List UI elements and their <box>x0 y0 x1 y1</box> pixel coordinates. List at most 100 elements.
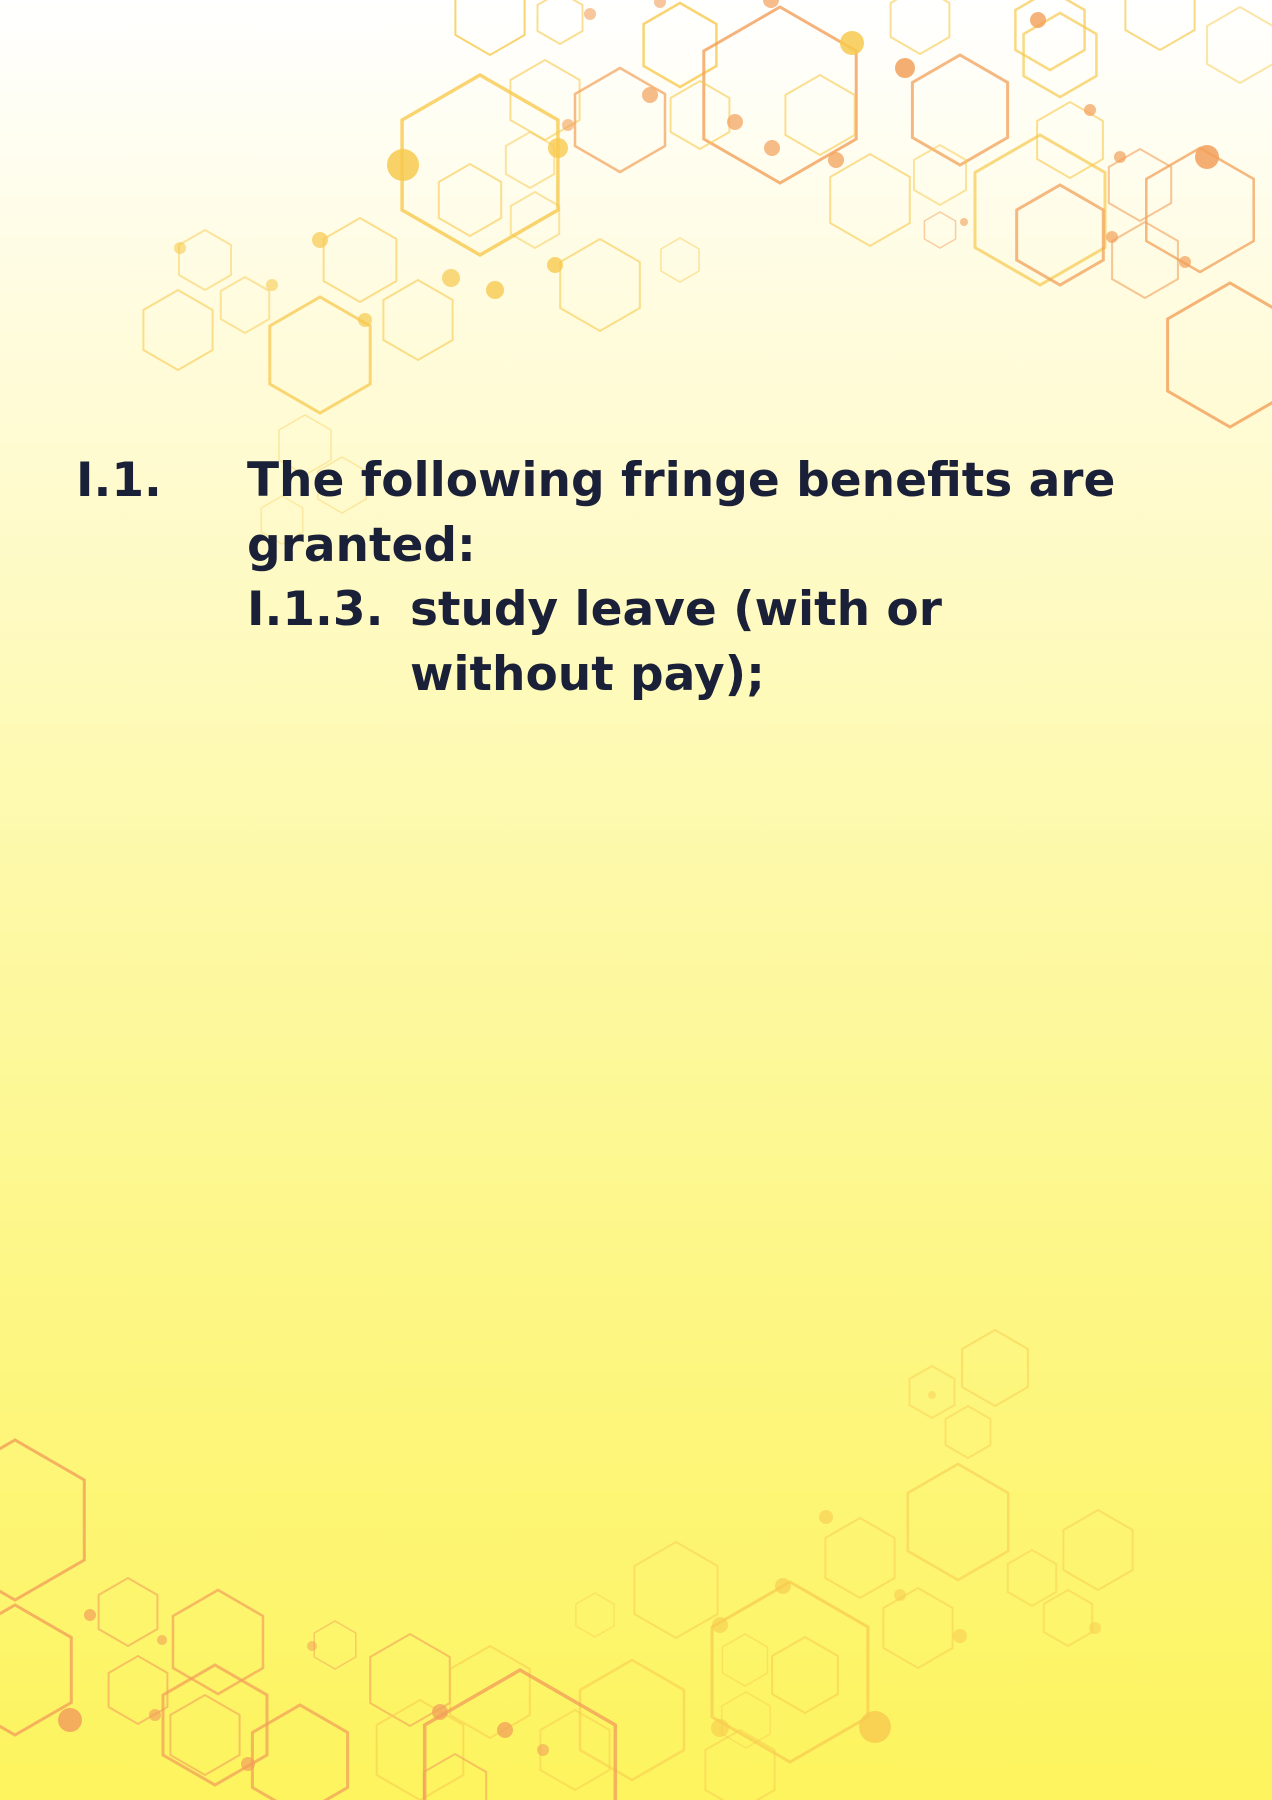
hexagon-shape <box>161 1663 269 1787</box>
hexagon-shape <box>454 0 526 57</box>
hexagon-shape <box>382 278 454 362</box>
node-dot <box>711 1719 729 1737</box>
hexagon-shape <box>721 1691 771 1749</box>
hexagon-shape <box>422 1752 488 1800</box>
node-dot <box>1089 1622 1101 1634</box>
hexagon-shape <box>784 73 856 157</box>
node-dot <box>1106 231 1118 243</box>
hexagon-shape <box>771 1635 839 1715</box>
hexagon-shape <box>1107 147 1173 223</box>
hexagon-shape <box>1166 281 1272 429</box>
node-dot <box>895 58 915 78</box>
hexagon-shape <box>721 1633 769 1687</box>
node-dot <box>642 87 658 103</box>
node-dot <box>727 114 743 130</box>
node-dot <box>387 149 419 181</box>
node-dot <box>654 0 666 8</box>
node-dot <box>584 8 596 20</box>
node-dot <box>548 138 568 158</box>
hexagon-shape <box>1014 0 1086 72</box>
hexagon-shape <box>889 0 951 56</box>
node-dot <box>58 1708 82 1732</box>
hexagon-shape <box>142 288 214 372</box>
hexagon-shape <box>702 5 858 185</box>
node-dot <box>84 1609 96 1621</box>
node-dot <box>157 1635 167 1645</box>
hexagon-shape <box>504 130 556 190</box>
hexagon-shape <box>449 1644 531 1740</box>
hexagon-shape <box>669 79 731 151</box>
hexagon-shape <box>1062 1508 1134 1592</box>
node-dot <box>763 0 779 8</box>
hexagon-shape <box>250 1703 350 1800</box>
hexagon-shape <box>536 0 584 46</box>
hexagon-shape <box>642 1 718 89</box>
node-dot <box>960 218 968 226</box>
hexagon-shape <box>704 1728 776 1800</box>
hexagon-shape <box>973 133 1107 287</box>
node-dot <box>1114 151 1126 163</box>
node-dot <box>1084 104 1096 116</box>
hexagon-shape <box>509 58 581 142</box>
hexagon-shape <box>882 1586 954 1670</box>
node-dot <box>712 1617 728 1633</box>
hexagon-shape <box>633 1540 719 1640</box>
node-dot <box>894 1589 906 1601</box>
clause-text-1-1: The following fringe benefits are grante… <box>247 453 1116 573</box>
hexagon-shape <box>910 53 1010 167</box>
hexagon-shape <box>908 1364 956 1420</box>
node-dot <box>486 281 504 299</box>
hexagon-shape <box>1206 5 1272 85</box>
node-dot <box>953 1629 967 1643</box>
hexagon-shape <box>400 72 560 258</box>
hexagon-shape <box>219 275 271 335</box>
hexagon-shape <box>0 1603 73 1737</box>
node-dot <box>547 257 563 273</box>
hexagon-shape <box>375 1698 465 1800</box>
hexagon-shape <box>559 237 641 333</box>
node-dot <box>562 119 574 131</box>
hexagon-shape <box>0 1438 86 1602</box>
clause-number-1-1: I.1. <box>76 453 162 508</box>
hexagon-shape <box>578 1658 686 1782</box>
hexagon-shape <box>923 211 957 249</box>
clause-number-1-1-3: I.1.3. <box>247 582 384 637</box>
node-dot <box>775 1578 791 1594</box>
node-dot <box>241 1757 255 1771</box>
hexagon-shape <box>824 1516 896 1600</box>
hexagon-shape <box>437 162 503 238</box>
node-dot <box>442 269 460 287</box>
hexagon-shape <box>97 1576 159 1648</box>
node-dot <box>149 1709 161 1721</box>
node-dot <box>819 1510 833 1524</box>
hexagon-shape <box>169 1693 241 1777</box>
hexagon-shape <box>107 1654 169 1726</box>
node-dot <box>266 279 278 291</box>
hexagon-shape <box>573 66 667 174</box>
hexagon-shape <box>913 143 967 207</box>
hexagon-shape <box>575 1592 615 1638</box>
hexagon-shape <box>539 1708 611 1792</box>
node-dot <box>840 31 864 55</box>
node-dot <box>537 1744 549 1756</box>
hexagon-shape <box>829 152 911 248</box>
hexagon-shape <box>1111 220 1179 300</box>
node-dot <box>174 242 186 254</box>
hexagon-shape <box>1015 183 1105 287</box>
hexagon-shape <box>1006 1548 1058 1608</box>
hexagon-shape <box>660 237 700 283</box>
hexagon-shape <box>1022 11 1098 99</box>
hexagon-shape <box>268 295 372 415</box>
node-dot <box>358 313 372 327</box>
hexagon-shape <box>422 1667 618 1800</box>
node-dot <box>828 152 844 168</box>
hexagon-shape <box>278 414 332 476</box>
hexagon-shape <box>1124 0 1196 52</box>
clause-text-1-1-3: study leave (with or without pay); <box>410 582 942 702</box>
hexagon-shape <box>260 495 304 545</box>
node-dot <box>859 1711 891 1743</box>
hexagon-shape <box>961 1328 1029 1408</box>
hexagon-shape <box>317 456 367 514</box>
